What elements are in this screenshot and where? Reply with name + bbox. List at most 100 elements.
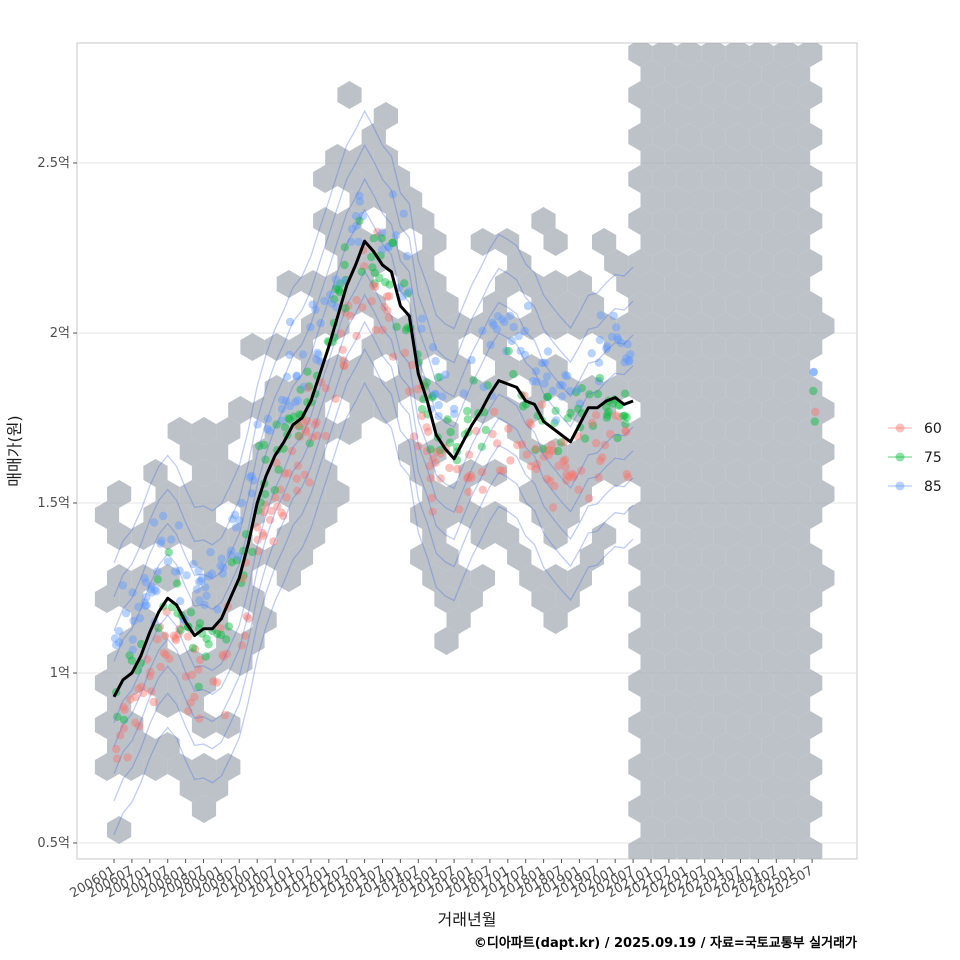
scatter-point bbox=[218, 650, 227, 659]
hexbin-cell bbox=[761, 564, 786, 592]
hexbin-cell bbox=[313, 291, 338, 319]
hexbin-cell bbox=[410, 249, 435, 277]
scatter-point bbox=[275, 485, 285, 494]
hexbin-cell bbox=[543, 270, 568, 298]
scatter-point bbox=[258, 529, 267, 538]
hexbin-cell bbox=[204, 480, 229, 508]
scatter-point bbox=[279, 511, 288, 521]
scatter-point bbox=[739, 0, 747, 4]
hexbin-cell bbox=[737, 144, 762, 172]
scatter-point bbox=[358, 211, 367, 221]
hexbin-cell bbox=[94, 669, 120, 697]
scatter-point bbox=[213, 629, 222, 639]
hexbin-cell bbox=[652, 43, 677, 67]
scatter-point bbox=[272, 458, 281, 468]
hexbin-cell bbox=[337, 249, 362, 277]
scatter-point bbox=[800, 0, 808, 4]
scatter-point bbox=[593, 389, 602, 399]
scatter-point bbox=[584, 494, 594, 503]
scatter-point bbox=[489, 407, 499, 416]
hexbin-cell bbox=[446, 480, 471, 508]
hexbin-cell bbox=[434, 375, 459, 403]
scatter-point bbox=[216, 561, 225, 571]
scatter-point bbox=[664, 0, 672, 4]
hexbin-cell bbox=[798, 459, 823, 487]
hexbin-cell bbox=[592, 522, 617, 550]
hexbin-cell bbox=[361, 333, 386, 361]
hexbin-cell bbox=[737, 102, 762, 130]
hexbin-cell bbox=[773, 627, 799, 655]
scatter-point bbox=[441, 370, 450, 379]
scatter-point bbox=[332, 282, 342, 291]
scatter-point bbox=[692, 0, 700, 4]
hexbin-cell bbox=[543, 564, 568, 592]
scatter-point bbox=[600, 440, 610, 450]
scatter-point bbox=[488, 429, 497, 439]
hexbin-cell bbox=[446, 606, 471, 634]
hexbin-cell bbox=[798, 375, 823, 403]
scatter-point bbox=[316, 319, 325, 328]
scatter-point bbox=[531, 445, 540, 455]
hexbin-cell bbox=[640, 438, 665, 466]
scatter-point bbox=[727, 0, 735, 4]
hexbin-cell bbox=[676, 81, 702, 109]
scatter-point bbox=[200, 583, 210, 592]
scatter-point bbox=[542, 372, 552, 381]
hexbin-cell bbox=[179, 606, 204, 634]
scatter-point bbox=[305, 439, 314, 448]
scatter-point bbox=[280, 469, 289, 478]
scatter-point bbox=[293, 486, 302, 495]
hexbin-cell bbox=[773, 249, 799, 277]
scatter-point bbox=[435, 372, 445, 382]
hexbin-cell bbox=[252, 606, 277, 634]
scatter-point bbox=[331, 394, 340, 403]
hexbin-cell bbox=[737, 270, 762, 298]
scatter-point bbox=[145, 672, 154, 681]
scatter-point bbox=[373, 227, 382, 237]
scatter-point bbox=[431, 390, 440, 399]
scatter-point bbox=[700, 0, 708, 4]
scatter-point bbox=[282, 493, 291, 502]
scatter-point bbox=[802, 0, 810, 4]
scatter-point bbox=[407, 360, 417, 370]
scatter-point bbox=[134, 602, 143, 612]
hexbin-cell bbox=[288, 375, 314, 403]
scatter-point bbox=[565, 472, 574, 481]
hexbin-cell bbox=[628, 501, 653, 529]
scatter-point bbox=[731, 0, 739, 4]
scatter-point bbox=[500, 317, 509, 327]
scatter-point bbox=[112, 640, 121, 650]
hexbin-cell bbox=[701, 795, 726, 823]
scatter-point bbox=[369, 234, 378, 243]
scatter-point bbox=[153, 635, 162, 644]
hexbin-cell bbox=[531, 375, 556, 403]
scatter-point bbox=[650, 0, 658, 4]
hexbin-cell bbox=[288, 459, 314, 487]
hexbin-cell bbox=[276, 396, 301, 424]
scatter-point bbox=[806, 0, 814, 4]
hexbin-cell bbox=[446, 354, 471, 382]
scatter-point bbox=[431, 458, 440, 468]
scatter-point bbox=[716, 0, 724, 4]
scatter-point bbox=[377, 234, 386, 243]
hexbin-cell bbox=[798, 123, 823, 151]
scatter-point bbox=[261, 500, 270, 510]
scatter-point bbox=[355, 216, 364, 226]
scatter-point bbox=[194, 665, 203, 674]
hexbin-cell bbox=[701, 627, 726, 655]
hexbin-cell bbox=[204, 438, 229, 466]
hexbin-cell bbox=[495, 354, 520, 382]
hexbin-cell bbox=[652, 627, 677, 655]
scatter-point bbox=[351, 211, 361, 221]
scatter-point bbox=[758, 0, 766, 4]
hexbin-cell bbox=[495, 270, 520, 298]
hexbin-cell bbox=[640, 60, 665, 88]
hexbin-cell bbox=[749, 333, 774, 361]
scatter-point bbox=[263, 424, 272, 434]
scatter-point bbox=[693, 0, 701, 4]
hexbin-cell bbox=[786, 774, 811, 802]
scatter-point bbox=[417, 314, 427, 323]
scatter-point bbox=[201, 652, 210, 661]
hexbin-cell bbox=[640, 690, 665, 718]
scatter-point bbox=[140, 574, 149, 583]
